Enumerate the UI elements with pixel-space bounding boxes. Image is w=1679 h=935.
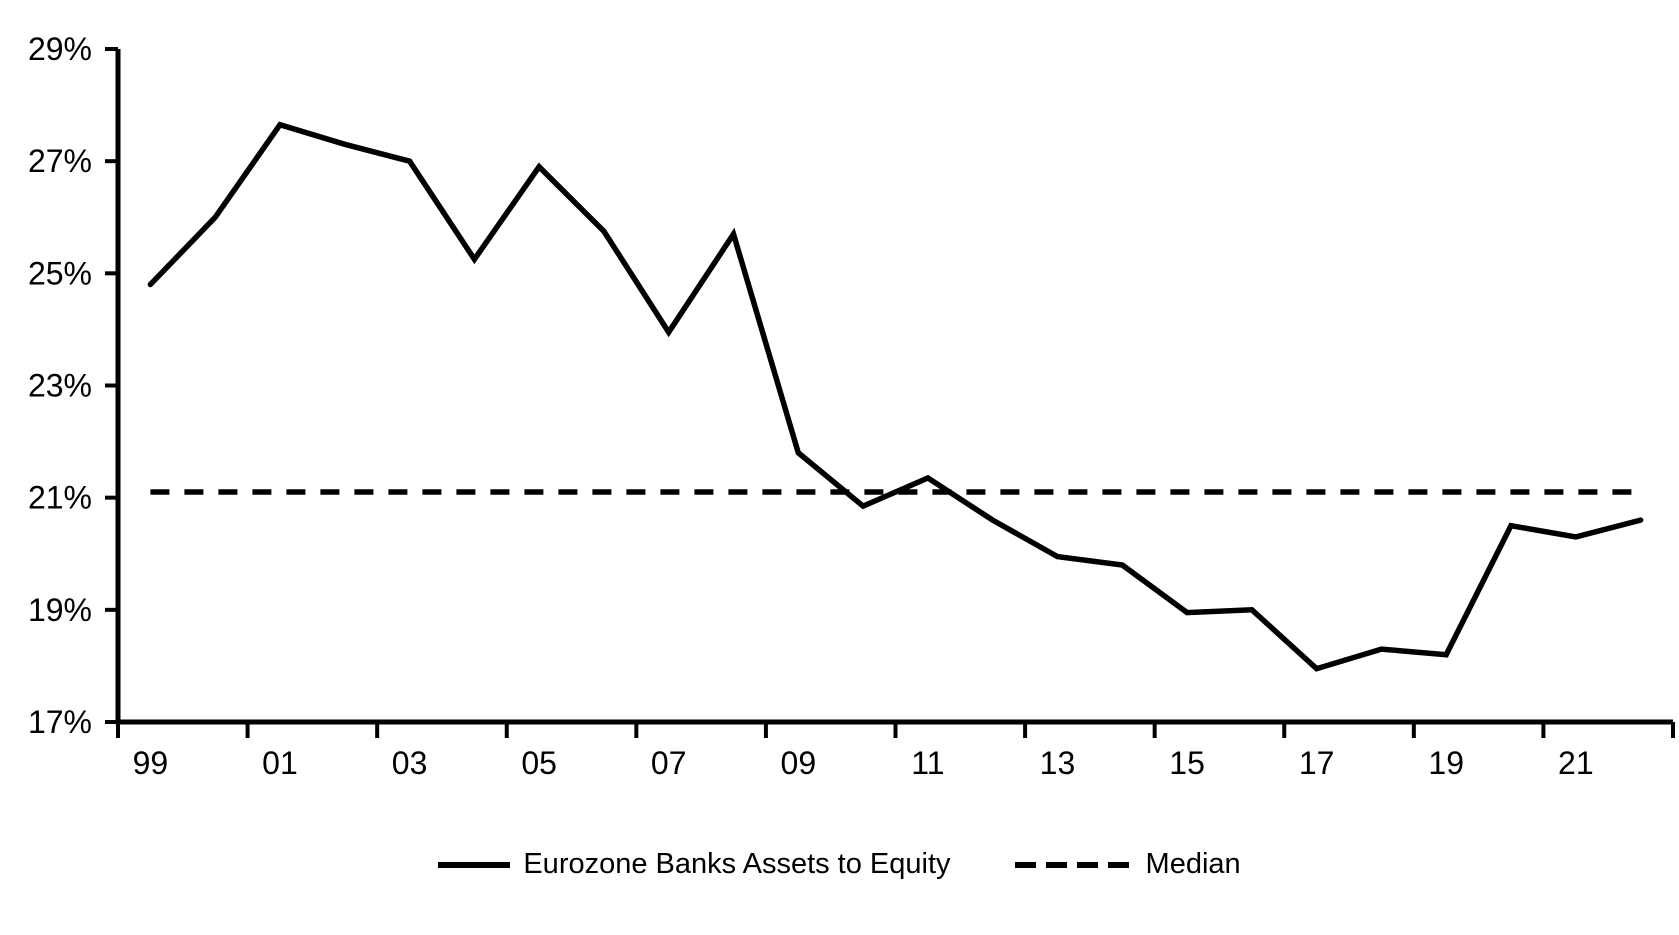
legend-item-median: Median (1014, 848, 1241, 881)
y-tick-label: 25% (28, 255, 92, 291)
x-tick-label: 21 (1558, 745, 1594, 781)
x-tick-label: 99 (133, 745, 169, 781)
y-tick-label: 29% (28, 31, 92, 67)
y-tick-label: 17% (28, 704, 92, 740)
series-line (147, 121, 1644, 672)
x-tick-label: 09 (781, 745, 817, 781)
x-tick-label: 01 (262, 745, 298, 781)
x-tick-label: 15 (1169, 745, 1205, 781)
solid-line-swatch (438, 861, 511, 868)
y-tick-label: 27% (28, 143, 92, 179)
legend-label-series: Eurozone Banks Assets to Equity (523, 848, 951, 880)
y-tick-label: 23% (28, 368, 92, 404)
x-tick-label: 13 (1040, 745, 1076, 781)
x-tick-label: 03 (392, 745, 428, 781)
legend-label-median: Median (1145, 848, 1241, 880)
dashed-line-swatch (1014, 861, 1133, 868)
chart-legend: Eurozone Banks Assets to Equity Median (0, 848, 1679, 881)
y-tick-label: 21% (28, 480, 92, 516)
x-tick-label: 05 (521, 745, 557, 781)
x-tick-label: 19 (1428, 745, 1464, 781)
y-tick-label: 19% (28, 592, 92, 628)
x-tick-label: 11 (911, 745, 944, 781)
x-tick-label: 17 (1299, 745, 1335, 781)
legend-item-series: Eurozone Banks Assets to Equity (438, 848, 951, 881)
x-tick-label: 07 (651, 745, 687, 781)
line-chart-plot: 29% 27% 25% 23% 21% 19% 17% 99 01 03 05 07 09 11 13 15 1… (28, 31, 1675, 781)
